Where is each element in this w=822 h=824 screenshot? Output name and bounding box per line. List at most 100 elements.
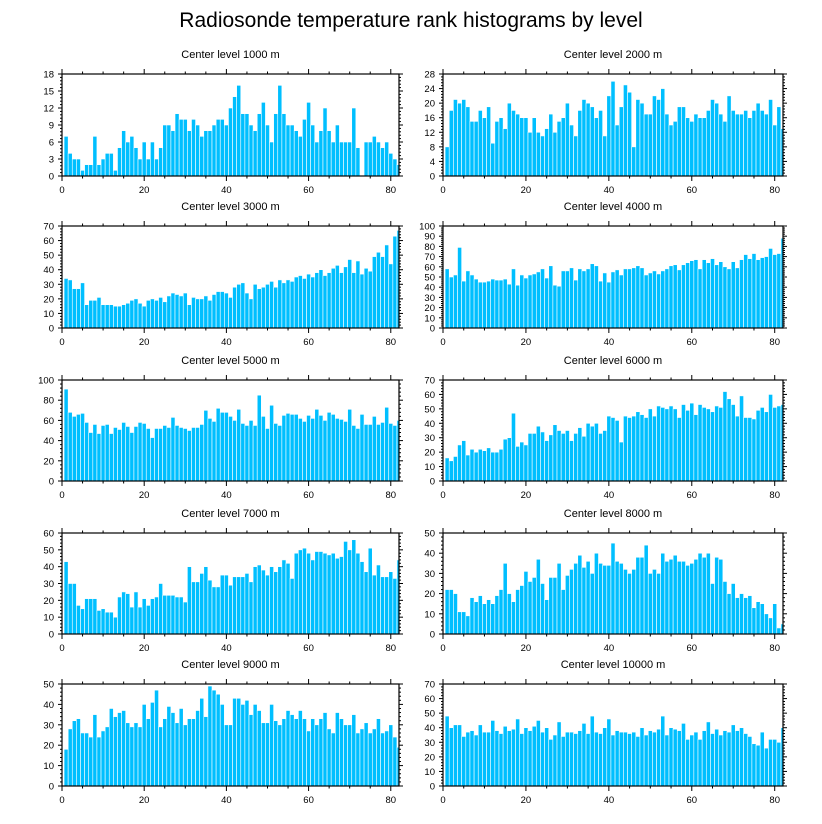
panel-title: Center level 1000 m (181, 49, 279, 61)
bar (473, 121, 479, 177)
bar (652, 415, 657, 482)
bar (252, 704, 258, 787)
bar (178, 427, 184, 482)
x-tick-label: 40 (221, 490, 232, 501)
bar (681, 264, 686, 329)
bar (639, 267, 645, 329)
bar (776, 405, 782, 482)
bar (203, 295, 209, 329)
bar (104, 304, 110, 329)
bar (747, 117, 753, 177)
bar (207, 579, 213, 635)
y-tick-label: 12 (424, 128, 435, 139)
bar (162, 124, 168, 177)
bar (693, 558, 699, 635)
bar (664, 734, 670, 787)
bar (384, 406, 390, 482)
bar (772, 739, 778, 787)
bar (113, 616, 118, 635)
bar (598, 562, 603, 635)
bar (519, 585, 525, 635)
bar (689, 260, 695, 329)
bar (211, 294, 217, 329)
y-tick-label: 50 (424, 404, 435, 415)
bar (113, 305, 118, 329)
bar (211, 586, 217, 635)
x-tick-label: 20 (521, 490, 532, 501)
y-tick-label: 0 (430, 630, 435, 641)
x-tick-label: 40 (604, 643, 615, 654)
bar (310, 559, 316, 635)
bar (182, 292, 188, 329)
bar (244, 292, 250, 329)
y-tick-label: 100 (419, 222, 435, 233)
bar (314, 141, 320, 177)
bar (117, 147, 122, 177)
y-tick-label: 0 (430, 782, 435, 793)
bar (569, 267, 574, 329)
bar (121, 710, 126, 787)
bar (614, 124, 620, 177)
bar (444, 146, 450, 177)
bar (759, 603, 765, 635)
bar (137, 606, 143, 635)
bar (166, 594, 172, 635)
bar (252, 425, 258, 482)
bar (681, 560, 686, 635)
bar (585, 733, 591, 787)
bar (145, 428, 151, 482)
bar (236, 408, 242, 482)
bar (199, 424, 205, 482)
bar (531, 725, 537, 787)
bar (174, 596, 180, 635)
bar (735, 267, 740, 329)
bar (133, 591, 139, 635)
bar (540, 583, 545, 635)
bar (310, 124, 316, 177)
bar (689, 734, 695, 787)
bar (84, 732, 90, 787)
bar (240, 113, 246, 177)
bar (676, 560, 682, 635)
y-tick-label: 9 (49, 121, 54, 132)
bar (314, 272, 320, 329)
bar (631, 146, 637, 177)
bar (285, 562, 291, 635)
bar (652, 270, 657, 329)
y-tick-label: 70 (43, 222, 54, 233)
y-tick-label: 70 (424, 252, 435, 263)
bar (269, 704, 274, 787)
bar (668, 558, 674, 635)
bar (494, 595, 500, 635)
bar (166, 706, 172, 787)
bar (334, 418, 340, 482)
bar (162, 425, 168, 482)
bar (108, 611, 114, 635)
bar (461, 440, 467, 482)
bar (248, 581, 254, 635)
bar (494, 279, 500, 329)
bar (211, 124, 217, 177)
bar (63, 561, 69, 635)
bar (444, 268, 450, 329)
bar (519, 733, 525, 787)
bar (182, 601, 188, 635)
panel-title: Center level 9000 m (181, 659, 279, 671)
bar (465, 270, 471, 329)
y-tick-label: 0 (430, 477, 435, 488)
y-tick-label: 12 (43, 104, 54, 115)
bar (469, 121, 475, 177)
bar (289, 714, 295, 787)
bar (244, 425, 250, 482)
panel-title: Center level 6000 m (564, 355, 662, 367)
bar (710, 411, 715, 482)
x-tick-label: 60 (686, 795, 697, 806)
bar (511, 412, 516, 482)
bar (457, 724, 462, 787)
bar (577, 427, 583, 482)
bar (376, 718, 381, 787)
y-tick-label: 100 (38, 376, 54, 387)
y-tick-label: 50 (424, 529, 435, 540)
bar (453, 724, 458, 787)
